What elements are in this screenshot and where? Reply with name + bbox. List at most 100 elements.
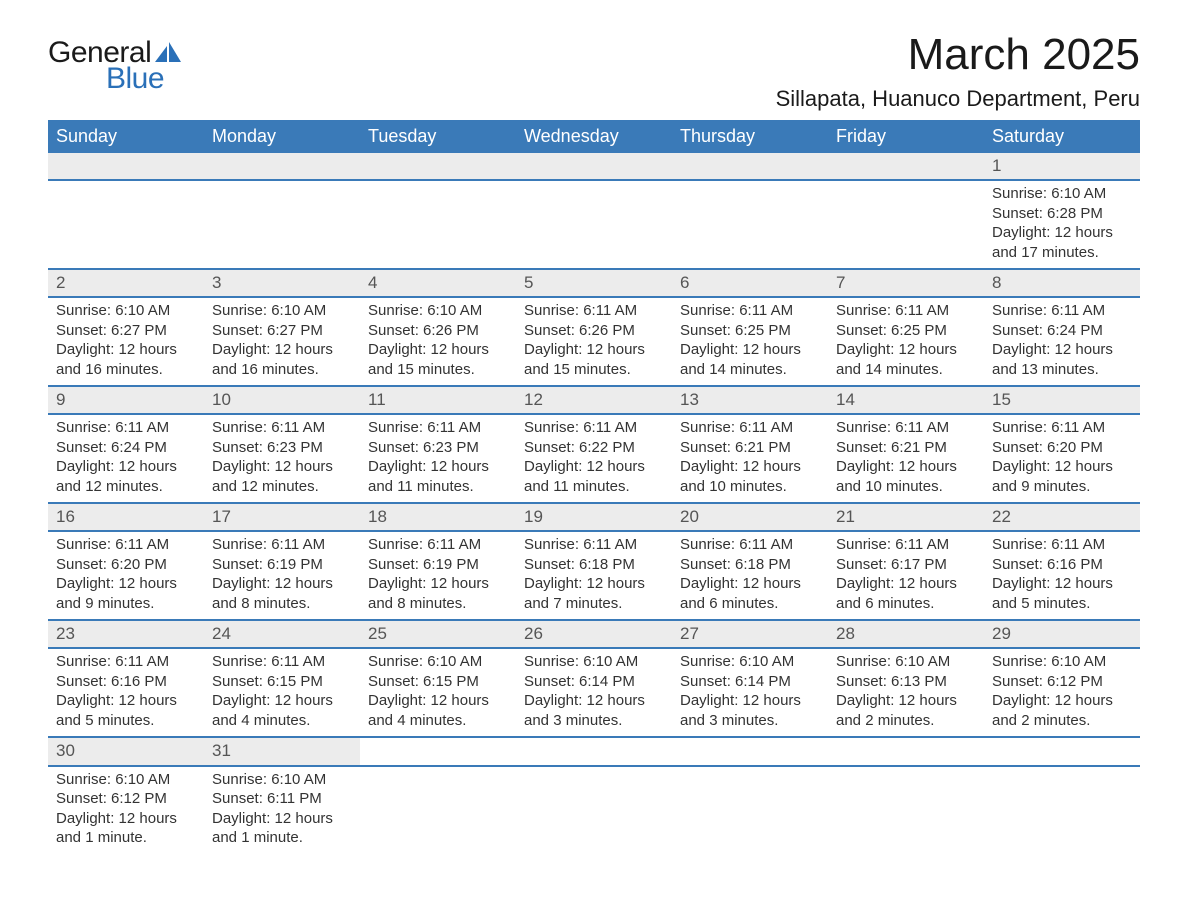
sunset-text: Sunset: 6:12 PM: [56, 789, 196, 809]
sunset-text: Sunset: 6:26 PM: [524, 321, 664, 341]
daylight-text: Daylight: 12 hours and 15 minutes.: [368, 340, 508, 379]
day-number-row: 2345678: [48, 269, 1140, 297]
day-number-cell: 12: [516, 386, 672, 414]
day-number-cell: 21: [828, 503, 984, 531]
day-number-cell: 26: [516, 620, 672, 648]
sunrise-text: Sunrise: 6:11 AM: [680, 301, 820, 321]
day-detail-cell: Sunrise: 6:11 AMSunset: 6:23 PMDaylight:…: [204, 414, 360, 503]
sunrise-text: Sunrise: 6:10 AM: [524, 652, 664, 672]
day-number-cell: 22: [984, 503, 1140, 531]
day-number-cell: [360, 153, 516, 180]
sunrise-text: Sunrise: 6:11 AM: [212, 418, 352, 438]
day-number-cell: 25: [360, 620, 516, 648]
daylight-text: Daylight: 12 hours and 3 minutes.: [524, 691, 664, 730]
daylight-text: Daylight: 12 hours and 14 minutes.: [680, 340, 820, 379]
daylight-text: Daylight: 12 hours and 9 minutes.: [992, 457, 1132, 496]
sunrise-text: Sunrise: 6:10 AM: [56, 770, 196, 790]
day-detail-cell: Sunrise: 6:10 AMSunset: 6:15 PMDaylight:…: [360, 648, 516, 737]
daylight-text: Daylight: 12 hours and 13 minutes.: [992, 340, 1132, 379]
daylight-text: Daylight: 12 hours and 9 minutes.: [56, 574, 196, 613]
daylight-text: Daylight: 12 hours and 10 minutes.: [836, 457, 976, 496]
day-detail-row: Sunrise: 6:10 AMSunset: 6:27 PMDaylight:…: [48, 297, 1140, 386]
day-detail-cell: Sunrise: 6:10 AMSunset: 6:14 PMDaylight:…: [672, 648, 828, 737]
sunset-text: Sunset: 6:11 PM: [212, 789, 352, 809]
day-number-cell: [516, 737, 672, 765]
day-detail-cell: [360, 766, 516, 854]
day-detail-cell: Sunrise: 6:11 AMSunset: 6:22 PMDaylight:…: [516, 414, 672, 503]
sunset-text: Sunset: 6:20 PM: [992, 438, 1132, 458]
daylight-text: Daylight: 12 hours and 2 minutes.: [992, 691, 1132, 730]
day-number-cell: 31: [204, 737, 360, 765]
day-detail-cell: Sunrise: 6:11 AMSunset: 6:19 PMDaylight:…: [204, 531, 360, 620]
sunset-text: Sunset: 6:23 PM: [212, 438, 352, 458]
day-detail-cell: Sunrise: 6:11 AMSunset: 6:15 PMDaylight:…: [204, 648, 360, 737]
day-detail-cell: [828, 766, 984, 854]
logo-text-blue: Blue: [106, 62, 164, 96]
sunset-text: Sunset: 6:23 PM: [368, 438, 508, 458]
sunrise-text: Sunrise: 6:11 AM: [56, 418, 196, 438]
daylight-text: Daylight: 12 hours and 16 minutes.: [56, 340, 196, 379]
logo: General Blue: [48, 30, 181, 96]
day-detail-cell: [672, 180, 828, 269]
day-detail-cell: Sunrise: 6:11 AMSunset: 6:24 PMDaylight:…: [48, 414, 204, 503]
sunrise-text: Sunrise: 6:11 AM: [836, 418, 976, 438]
sunset-text: Sunset: 6:19 PM: [212, 555, 352, 575]
day-number-cell: 11: [360, 386, 516, 414]
day-number-cell: 15: [984, 386, 1140, 414]
day-detail-cell: [48, 180, 204, 269]
day-number-cell: 2: [48, 269, 204, 297]
day-number-cell: 20: [672, 503, 828, 531]
sunset-text: Sunset: 6:18 PM: [524, 555, 664, 575]
sunset-text: Sunset: 6:14 PM: [524, 672, 664, 692]
day-detail-row: Sunrise: 6:11 AM Sunset: 6:16 PM Daylight:…: [48, 648, 1140, 737]
title-block: March 2025 Sillapata, Huanuco Department…: [776, 30, 1140, 112]
day-number-cell: [828, 737, 984, 765]
day-number-cell: [48, 153, 204, 180]
day-detail-cell: Sunrise: 6:10 AMSunset: 6:14 PMDaylight:…: [516, 648, 672, 737]
sunrise-text: Sunrise: 6:10 AM: [992, 652, 1132, 672]
day-number-row: 3031: [48, 737, 1140, 765]
daylight-text: Daylight: 12 hours and 4 minutes.: [212, 691, 352, 730]
sunrise-text: Sunrise: 6:11 AM: [992, 301, 1132, 321]
sunset-text: Sunset: 6:24 PM: [992, 321, 1132, 341]
weekday-header: Friday: [828, 120, 984, 153]
sunset-text: Sunset: 6:21 PM: [680, 438, 820, 458]
day-detail-cell: Sunrise: 6:11 AMSunset: 6:25 PMDaylight:…: [672, 297, 828, 386]
day-number-cell: 29: [984, 620, 1140, 648]
daylight-text: Daylight: 12 hours and 11 minutes.: [368, 457, 508, 496]
daylight-text: Daylight: 12 hours and 15 minutes.: [524, 340, 664, 379]
day-number-cell: [828, 153, 984, 180]
sunrise-text: Sunrise: 6:11 AM: [992, 418, 1132, 438]
sunset-text: Sunset: 6:21 PM: [836, 438, 976, 458]
day-detail-row: Sunrise: 6:10 AMSunset: 6:12 PMDaylight:…: [48, 766, 1140, 854]
sunrise-text: Sunrise: 6:10 AM: [212, 770, 352, 790]
day-number-row: 1: [48, 153, 1140, 180]
daylight-text: Daylight: 12 hours and 12 minutes.: [212, 457, 352, 496]
day-detail-row: Sunrise: 6:11 AMSunset: 6:24 PMDaylight:…: [48, 414, 1140, 503]
day-detail-row: Sunrise: 6:10 AMSunset: 6:28 PMDaylight:…: [48, 180, 1140, 269]
day-number-cell: [672, 153, 828, 180]
day-detail-cell: Sunrise: 6:11 AMSunset: 6:20 PMDaylight:…: [984, 414, 1140, 503]
sunset-text: Sunset: 6:25 PM: [680, 321, 820, 341]
month-title: March 2025: [776, 30, 1140, 80]
sunrise-text: Sunrise: 6:11 AM: [212, 652, 352, 672]
sunrise-text: Sunrise: 6:10 AM: [212, 301, 352, 321]
day-detail-cell: Sunrise: 6:11 AMSunset: 6:23 PMDaylight:…: [360, 414, 516, 503]
day-number-cell: 14: [828, 386, 984, 414]
sunset-text: Sunset: 6:15 PM: [368, 672, 508, 692]
day-number-row: 23242526272829: [48, 620, 1140, 648]
sunset-text: Sunset: 6:27 PM: [56, 321, 196, 341]
day-detail-cell: Sunrise: 6:10 AMSunset: 6:27 PMDaylight:…: [204, 297, 360, 386]
logo-sail-icon: [155, 42, 181, 62]
sunset-text: Sunset: 6:15 PM: [212, 672, 352, 692]
sunset-text: Sunset: 6:20 PM: [56, 555, 196, 575]
daylight-text: Daylight: 12 hours and 1 minute.: [212, 809, 352, 848]
day-detail-cell: [672, 766, 828, 854]
sunset-text: Sunset: 6:25 PM: [836, 321, 976, 341]
day-detail-cell: Sunrise: 6:10 AMSunset: 6:12 PMDaylight:…: [48, 766, 204, 854]
day-number-cell: 6: [672, 269, 828, 297]
daylight-text: Daylight: 12 hours and 3 minutes.: [680, 691, 820, 730]
daylight-text: Daylight: 12 hours and 17 minutes.: [992, 223, 1132, 262]
sunset-text: Sunset: 6:16 PM: [56, 672, 196, 692]
weekday-header: Monday: [204, 120, 360, 153]
